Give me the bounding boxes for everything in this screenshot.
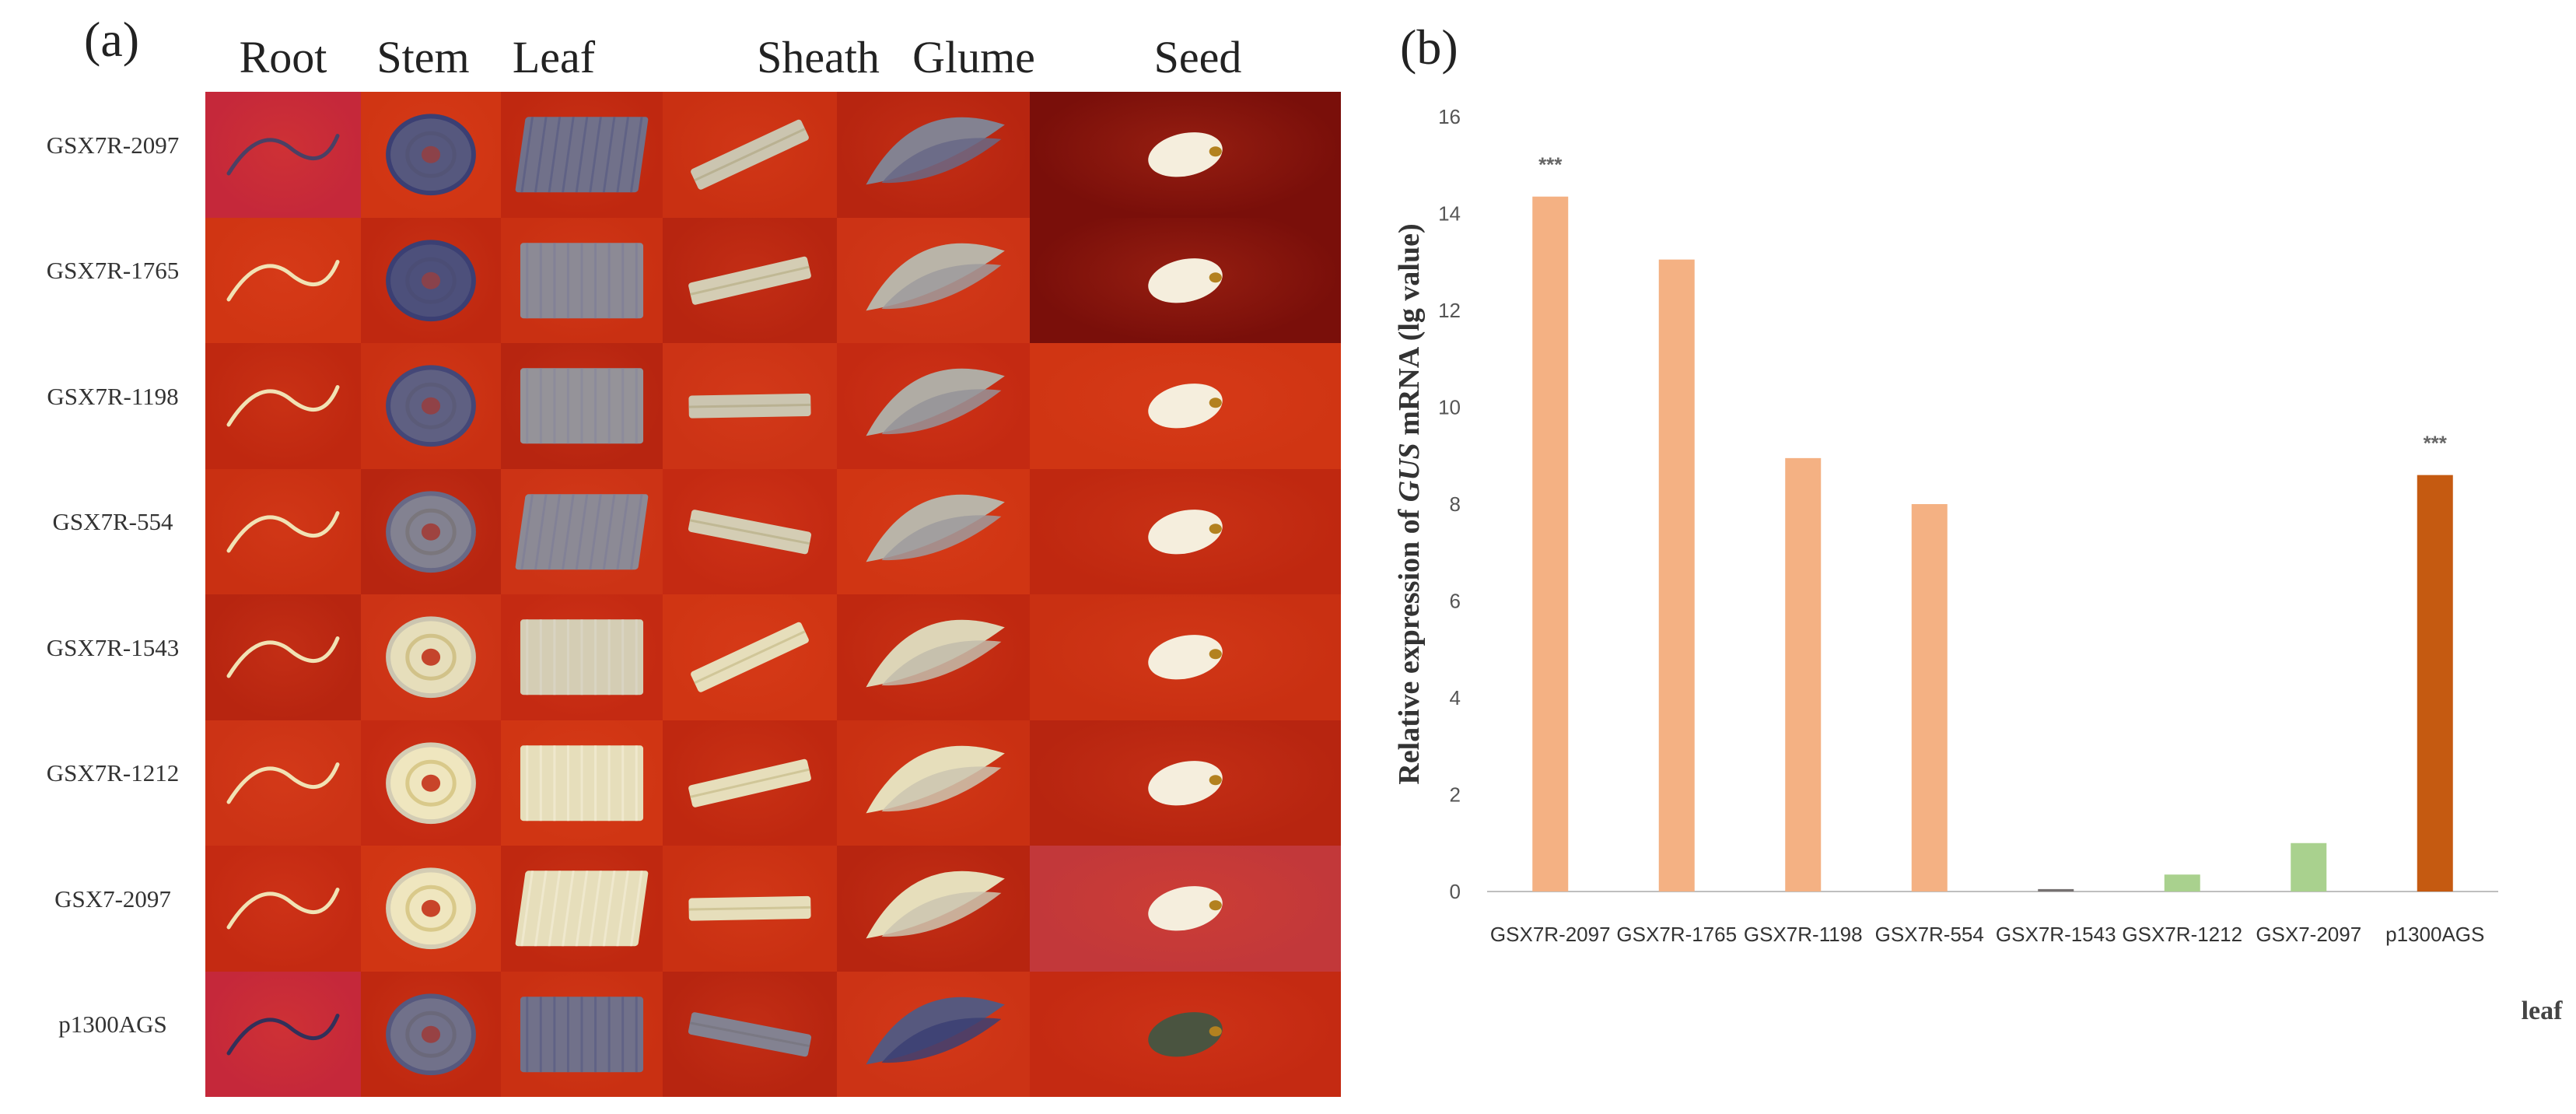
photo-stem-row-6 xyxy=(361,720,501,846)
photo-sheath-row-3 xyxy=(663,343,837,469)
bar-gsx7r-1765 xyxy=(1658,259,1695,892)
photo-glume-row-2 xyxy=(837,217,1030,343)
photo-seed-row-1 xyxy=(1030,92,1341,218)
y-tick-label: 10 xyxy=(1438,396,1461,419)
photo-seed-row-4 xyxy=(1030,468,1341,594)
photo-root-row-2 xyxy=(205,217,361,343)
photo-root-row-4 xyxy=(205,468,361,594)
photo-seed-row-7 xyxy=(1030,846,1341,972)
x-tick-label: GSX7-2097 xyxy=(2256,923,2361,946)
x-tick-label: GSX7R-1212 xyxy=(2122,923,2242,946)
photo-glume-row-3 xyxy=(837,343,1030,469)
significance-marker: *** xyxy=(1538,153,1563,177)
column-header-leaf: Leaf xyxy=(512,32,596,82)
photo-root-row-8 xyxy=(205,971,361,1097)
photo-root-row-1 xyxy=(205,92,361,218)
x-tick-label: GSX7R-2097 xyxy=(1490,923,1611,946)
y-tick-label: 2 xyxy=(1450,783,1461,807)
y-axis-title-part: mRNA (lg value) xyxy=(1393,223,1426,443)
x-tick-label: GSX7R-1543 xyxy=(1996,923,2116,946)
bar-gsx7r-1212 xyxy=(2164,874,2200,892)
photo-root-row-5 xyxy=(205,594,361,720)
y-tick-label: 12 xyxy=(1438,299,1461,322)
bar-gsx7r-1198 xyxy=(1785,457,1822,892)
x-tick-label: GSX7R-1765 xyxy=(1616,923,1737,946)
y-tick-label: 0 xyxy=(1450,880,1461,903)
photo-leaf-row-7 xyxy=(501,846,663,972)
significance-marker: *** xyxy=(2424,432,2448,455)
photo-sheath-row-2 xyxy=(663,217,837,343)
row-label: GSX7-2097 xyxy=(54,885,171,913)
photo-glume-row-1 xyxy=(837,92,1030,218)
photo-sheath-row-4 xyxy=(663,468,837,594)
y-axis-title: Relative expression of GUS mRNA (lg valu… xyxy=(1393,223,1426,784)
photo-sheath-row-5 xyxy=(663,594,837,720)
row-label: GSX7R-1212 xyxy=(46,759,180,787)
y-axis-title-part: GUS xyxy=(1393,443,1426,502)
photo-seed-row-8 xyxy=(1030,971,1341,1097)
bar-gsx7r-1543 xyxy=(2038,888,2074,892)
row-label: GSX7R-1198 xyxy=(47,382,179,410)
photo-leaf-row-5 xyxy=(501,594,663,720)
photo-glume-row-4 xyxy=(837,468,1030,594)
photo-leaf-row-8 xyxy=(501,971,663,1097)
photo-sheath-row-7 xyxy=(663,846,837,972)
photo-glume-row-5 xyxy=(837,594,1030,720)
photo-stem-row-8 xyxy=(361,971,501,1097)
photo-stem-row-2 xyxy=(361,217,501,343)
panel-a-label: (a) xyxy=(84,12,140,67)
column-header-stem: Stem xyxy=(376,32,470,82)
photo-seed-row-5 xyxy=(1030,594,1341,720)
x-tick-label: p1300AGS xyxy=(2385,923,2484,946)
photo-glume-row-6 xyxy=(837,720,1030,846)
photo-root-row-6 xyxy=(205,720,361,846)
photo-stem-row-1 xyxy=(361,92,501,218)
gus-expression-bar-chart: 0 2 4 6 8 10 12 14 16 GSX7R-2097 *** GSX7R-1765 GSX7… xyxy=(1392,86,2576,1105)
photo-leaf-row-6 xyxy=(501,720,663,846)
photo-root-row-3 xyxy=(205,343,361,469)
photo-sheath-row-6 xyxy=(663,720,837,846)
x-tick-label: GSX7R-1198 xyxy=(1744,923,1863,946)
row-label: GSX7R-2097 xyxy=(46,131,180,159)
y-axis-title-part: Relative expression of xyxy=(1393,502,1426,784)
column-header-root: Root xyxy=(239,32,327,82)
row-label: GSX7R-1543 xyxy=(46,633,180,661)
photo-root-row-7 xyxy=(205,846,361,972)
y-tick-label: 14 xyxy=(1438,202,1461,226)
x-axis-title: leaf xyxy=(2522,997,2564,1025)
photo-stem-row-3 xyxy=(361,343,501,469)
photo-seed-row-3 xyxy=(1030,343,1341,469)
photo-seed-row-6 xyxy=(1030,720,1341,846)
chart-svg: 0 2 4 6 8 10 12 14 16 GSX7R-2097 *** GSX7R-1765 GSX7… xyxy=(1393,105,2564,1025)
y-tick-label: 8 xyxy=(1450,492,1461,516)
y-tick-label: 16 xyxy=(1438,105,1461,128)
bar-gsx7r-2097 xyxy=(1532,196,1569,892)
photo-glume-row-8 xyxy=(837,971,1030,1097)
photo-seed-row-2 xyxy=(1030,217,1341,343)
bar-p1300ags xyxy=(2417,475,2453,892)
y-tick-label: 6 xyxy=(1450,590,1461,613)
y-tick-label: 4 xyxy=(1450,686,1461,709)
bar-gsx7r-554 xyxy=(1911,504,1948,892)
column-header-glume: Glume xyxy=(912,32,1035,82)
x-tick-label: GSX7R-554 xyxy=(1875,923,1984,946)
photo-sheath-row-1 xyxy=(663,92,837,218)
photo-stem-row-7 xyxy=(361,846,501,972)
row-label: p1300AGS xyxy=(58,1011,167,1039)
photo-stem-row-4 xyxy=(361,468,501,594)
column-header-seed: Seed xyxy=(1153,32,1242,82)
photo-leaf-row-2 xyxy=(501,217,663,343)
photo-leaf-row-1 xyxy=(501,92,663,218)
gus-staining-photo-grid xyxy=(205,92,1341,1097)
photo-stem-row-5 xyxy=(361,594,501,720)
photo-sheath-row-8 xyxy=(663,971,837,1097)
panel-b-label: (b) xyxy=(1400,19,1458,75)
photo-leaf-row-3 xyxy=(501,343,663,469)
photo-leaf-row-4 xyxy=(501,468,663,594)
row-label: GSX7R-554 xyxy=(52,508,173,536)
column-header-sheath: Sheath xyxy=(757,32,880,82)
photo-glume-row-7 xyxy=(837,846,1030,972)
row-label: GSX7R-1765 xyxy=(46,257,180,285)
bar-gsx7-2097 xyxy=(2291,843,2327,892)
